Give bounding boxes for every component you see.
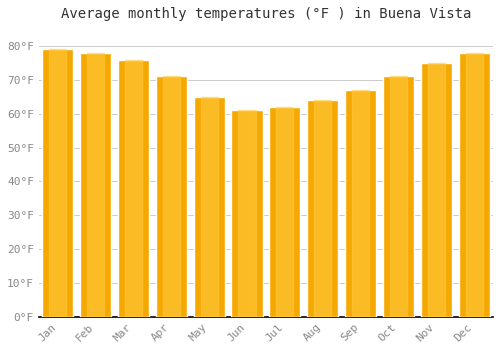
Title: Average monthly temperatures (°F ) in Buena Vista: Average monthly temperatures (°F ) in Bu… xyxy=(60,7,471,21)
Bar xyxy=(200,97,218,317)
Bar xyxy=(163,76,180,317)
Bar xyxy=(466,53,482,317)
Bar xyxy=(125,60,142,317)
Bar xyxy=(383,76,414,317)
Bar xyxy=(458,53,490,317)
Bar xyxy=(156,76,187,317)
Bar xyxy=(80,53,111,317)
Bar xyxy=(345,90,376,317)
Bar xyxy=(194,97,224,317)
Bar xyxy=(238,110,256,317)
Bar xyxy=(428,63,445,317)
Bar xyxy=(118,60,149,317)
Bar xyxy=(352,90,369,317)
Bar xyxy=(390,76,407,317)
Bar xyxy=(42,49,74,317)
Bar xyxy=(307,100,338,317)
Bar xyxy=(49,49,66,317)
Bar xyxy=(421,63,452,317)
Bar xyxy=(87,53,104,317)
Bar xyxy=(276,107,293,317)
Bar xyxy=(314,100,331,317)
Bar xyxy=(232,110,262,317)
Bar xyxy=(270,107,300,317)
